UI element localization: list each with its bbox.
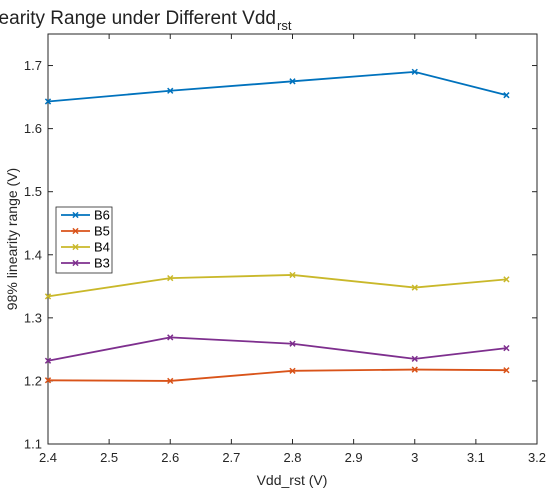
plot-area — [47, 33, 538, 445]
y-axis-label: 98% linearity range (V) — [4, 168, 20, 310]
x-tick-label: 2.9 — [345, 450, 363, 465]
series-b3 — [44, 334, 510, 364]
data-point — [44, 293, 52, 300]
legend-label: B6 — [94, 208, 110, 223]
x-tick-label: 2.5 — [100, 450, 118, 465]
x-tick-label: 2.6 — [161, 450, 179, 465]
data-point — [44, 357, 52, 364]
legend-label: B3 — [94, 256, 110, 271]
legend-item-b5: B5 — [61, 224, 110, 239]
data-point — [289, 340, 296, 347]
legend-label: B5 — [94, 224, 110, 239]
data-point — [289, 271, 296, 279]
chart-title: Linearity Range under Different Vdd — [0, 8, 276, 29]
data-point — [167, 334, 174, 341]
legend-item-b4: B4 — [61, 240, 110, 255]
legend-item-b3: B3 — [61, 256, 110, 271]
y-tick-label: 1.3 — [24, 310, 42, 325]
data-point — [503, 92, 510, 99]
x-tick-label: 3.2 — [528, 450, 546, 465]
x-tick-label: 2.8 — [283, 450, 301, 465]
data-point — [289, 78, 296, 85]
legend-label: B4 — [94, 240, 110, 255]
data-point — [167, 377, 174, 385]
x-tick-label: 3 — [411, 450, 418, 465]
data-point — [503, 344, 510, 352]
series-b6 — [44, 68, 510, 105]
chart-title-subscript: rst — [277, 18, 292, 33]
legend-item-b6: B6 — [61, 208, 110, 223]
data-point — [72, 227, 79, 235]
series-b4 — [44, 271, 510, 300]
data-point — [411, 366, 418, 373]
data-point — [44, 98, 52, 105]
legend-box — [55, 206, 113, 274]
data-point — [72, 243, 79, 251]
data-point — [411, 355, 418, 362]
x-axis-label: Vdd_rst (V) — [257, 472, 328, 488]
series-layer — [44, 68, 510, 385]
data-point — [72, 259, 79, 267]
y-tick-label: 1.5 — [24, 184, 42, 199]
y-tick-label: 1.6 — [24, 121, 42, 136]
data-point — [503, 276, 510, 283]
data-point — [167, 87, 174, 94]
x-tick-label: 2.4 — [39, 450, 57, 465]
data-point — [411, 68, 418, 75]
data-point — [411, 284, 418, 291]
x-tick-label: 3.1 — [467, 450, 485, 465]
y-axis: 1.1 1.2 1.3 1.4 1.5 1.6 1.7 — [24, 58, 537, 452]
data-point — [167, 274, 174, 282]
data-point — [289, 367, 296, 374]
x-axis: 2.4 2.5 2.6 2.7 2.8 2.9 3 3.1 3.2 — [39, 34, 546, 465]
data-point — [503, 367, 510, 374]
data-point — [44, 377, 52, 384]
series-b5 — [44, 366, 510, 385]
data-point — [72, 211, 79, 219]
y-tick-label: 1.4 — [24, 247, 42, 262]
y-tick-label: 1.2 — [24, 373, 42, 388]
x-tick-label: 2.7 — [222, 450, 240, 465]
y-tick-label: 1.1 — [24, 437, 42, 452]
y-tick-label: 1.7 — [24, 58, 42, 73]
